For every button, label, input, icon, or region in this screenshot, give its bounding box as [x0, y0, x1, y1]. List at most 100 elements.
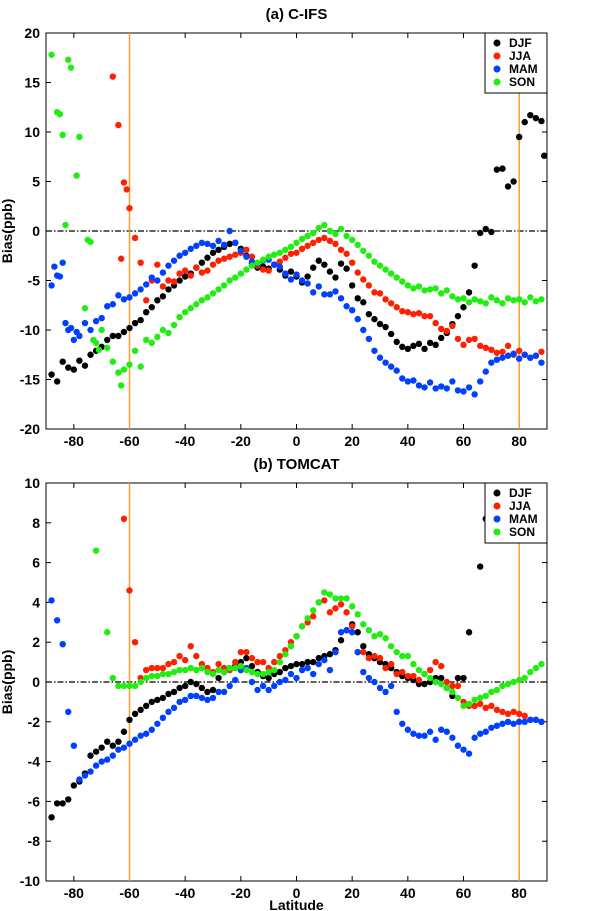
data-point-djf [65, 796, 72, 803]
data-point-djf [137, 706, 144, 714]
data-point-djf [438, 334, 445, 342]
data-point-djf [226, 240, 233, 248]
data-point-jja [515, 710, 523, 718]
data-point-djf [170, 688, 178, 696]
data-point-mam [376, 354, 384, 361]
data-point-djf [276, 668, 283, 676]
data-point-son [477, 694, 484, 702]
x-tick-label: -20 [231, 433, 251, 449]
data-point-djf [215, 674, 222, 682]
data-point-djf [287, 662, 295, 670]
data-point-mam [48, 282, 55, 289]
data-point-son [48, 51, 55, 58]
data-point-son [181, 308, 189, 316]
data-point-jja [254, 658, 261, 666]
data-point-mam [337, 629, 345, 636]
data-point-son [343, 595, 350, 602]
legend-label-djf: DJF [509, 36, 532, 50]
data-point-jja [404, 672, 412, 680]
data-point-mam [109, 752, 117, 759]
x-tick-label: 20 [344, 433, 360, 449]
series-mam [48, 597, 545, 783]
data-point-mam [120, 296, 128, 303]
data-point-jja [399, 307, 406, 315]
data-point-djf [104, 738, 111, 745]
data-point-jja [131, 234, 139, 242]
data-point-mam [193, 242, 200, 250]
data-point-son [326, 591, 334, 598]
data-point-jja [515, 347, 523, 354]
data-point-djf [421, 345, 428, 353]
data-point-son [148, 672, 155, 680]
data-point-son [193, 301, 200, 308]
chart-panel-1: (a) C-IFS -20 -15 -10 -5 0 5 10 15 20 -80 -60 -40 -20… [0, 6, 548, 449]
data-point-djf [360, 642, 367, 650]
data-point-son [321, 589, 328, 596]
data-point-son [181, 666, 189, 674]
data-point-jja [477, 342, 484, 350]
data-point-son [137, 678, 144, 686]
data-point-djf [131, 319, 139, 327]
data-point-jja [488, 346, 495, 353]
data-point-son [499, 682, 506, 690]
data-point-son [482, 692, 489, 700]
data-point-mam [59, 259, 66, 266]
data-point-djf [348, 282, 356, 289]
data-point-son [471, 296, 478, 303]
data-point-mam [371, 678, 378, 686]
data-point-djf [265, 674, 272, 682]
x-tick-label: -40 [175, 433, 195, 449]
data-point-mam [115, 746, 122, 753]
series-jja [109, 73, 545, 361]
data-point-son [137, 363, 144, 370]
x-tick-label: -60 [119, 885, 139, 901]
data-point-son [67, 64, 75, 71]
data-point-mam [170, 704, 178, 712]
data-point-son [488, 688, 495, 696]
data-point-son [432, 285, 439, 292]
data-point-djf [343, 265, 350, 272]
data-point-jja [471, 702, 478, 710]
data-point-son [454, 296, 462, 303]
x-tick-label: 0 [293, 885, 301, 901]
data-point-djf [176, 684, 183, 692]
data-point-jja [321, 597, 328, 604]
data-point-mam [293, 271, 300, 278]
data-point-son [259, 670, 267, 678]
data-point-djf [104, 336, 111, 344]
legend-marker-djf [493, 489, 501, 497]
data-point-son [115, 369, 122, 376]
data-point-son [477, 298, 484, 305]
data-point-mam [70, 742, 78, 749]
data-point-mam [354, 648, 361, 656]
data-point-jja [387, 660, 395, 668]
data-point-mam [304, 280, 311, 287]
data-point-son [276, 249, 283, 256]
y-tick-label: 6 [32, 555, 40, 571]
data-point-jja [159, 664, 167, 672]
data-point-jja [443, 327, 450, 335]
legend-label-jja: JJA [509, 499, 531, 513]
y-tick-label: -6 [28, 793, 41, 809]
data-point-mam [165, 262, 172, 269]
data-point-jja [248, 253, 256, 260]
data-point-djf [354, 295, 361, 302]
data-point-mam [538, 359, 545, 366]
data-point-son [337, 595, 345, 602]
x-tick-label: -80 [64, 433, 84, 449]
data-point-jja [232, 251, 239, 258]
data-point-jja [310, 613, 317, 620]
data-point-mam [482, 728, 489, 735]
data-point-son [143, 674, 150, 682]
data-point-mam [293, 674, 300, 682]
data-point-son [92, 339, 100, 347]
y-tick-label: 0 [32, 674, 40, 690]
data-point-jja [123, 186, 130, 193]
data-point-jja [454, 682, 462, 690]
data-point-son [382, 635, 389, 642]
data-point-djf [282, 664, 289, 672]
data-point-son [387, 270, 395, 277]
data-point-mam [92, 762, 100, 769]
series-jja [120, 515, 545, 725]
data-point-mam [59, 640, 66, 648]
